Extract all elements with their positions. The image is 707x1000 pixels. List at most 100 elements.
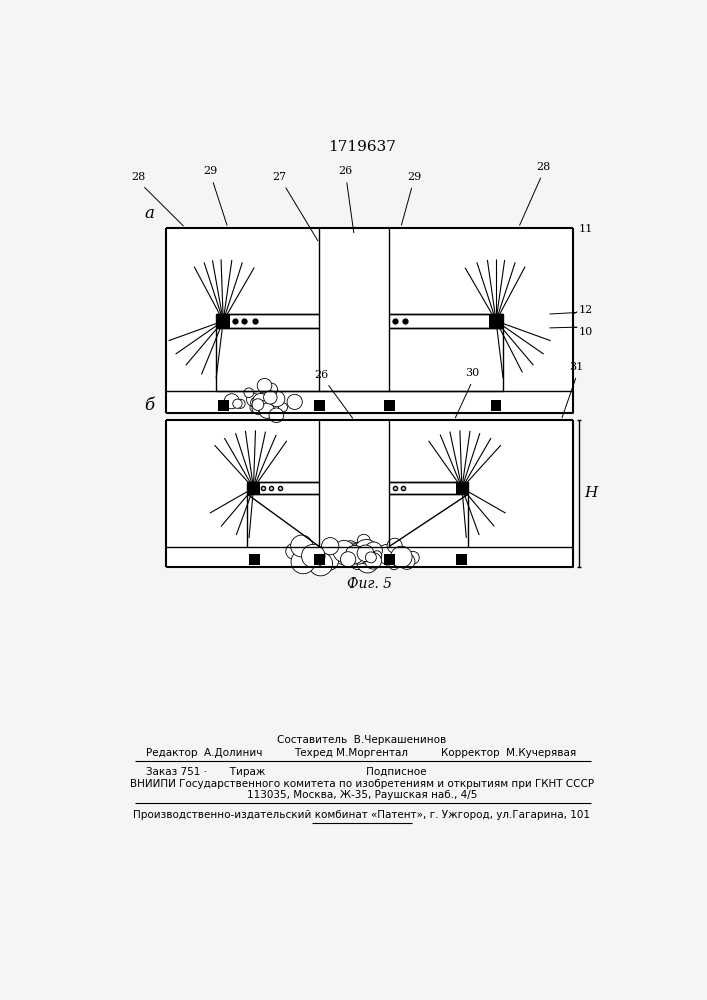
Text: 28: 28: [536, 162, 551, 172]
Circle shape: [356, 544, 377, 564]
Circle shape: [291, 535, 312, 557]
Circle shape: [264, 391, 277, 404]
Circle shape: [344, 546, 356, 558]
Circle shape: [257, 401, 272, 415]
Circle shape: [308, 552, 332, 576]
Circle shape: [224, 394, 240, 409]
Bar: [167, 229, 572, 412]
Circle shape: [269, 391, 285, 407]
Bar: [320, 228, 389, 314]
Circle shape: [346, 543, 367, 564]
Text: 29: 29: [407, 172, 421, 182]
Circle shape: [333, 542, 356, 565]
Bar: [314, 400, 325, 411]
Text: а: а: [144, 205, 154, 222]
Circle shape: [310, 555, 329, 573]
Circle shape: [260, 389, 269, 397]
Circle shape: [372, 551, 382, 561]
Circle shape: [233, 399, 242, 408]
Circle shape: [399, 553, 415, 569]
Bar: [456, 482, 468, 494]
Text: Корректор  М.Кучерявая: Корректор М.Кучерявая: [441, 748, 576, 758]
Text: Редактор  А.Долинич: Редактор А.Долинич: [146, 748, 263, 758]
Circle shape: [357, 545, 374, 562]
Bar: [166, 391, 573, 413]
Text: 28: 28: [132, 172, 146, 182]
Circle shape: [371, 549, 390, 568]
Circle shape: [346, 543, 359, 557]
Bar: [384, 554, 395, 565]
Circle shape: [265, 389, 276, 399]
Circle shape: [269, 408, 284, 423]
Circle shape: [279, 403, 288, 412]
Bar: [389, 228, 503, 314]
Bar: [468, 494, 573, 545]
Bar: [166, 228, 573, 413]
Circle shape: [393, 556, 404, 567]
Bar: [491, 400, 501, 411]
Circle shape: [250, 403, 260, 412]
Bar: [247, 482, 259, 494]
Bar: [218, 400, 228, 411]
Bar: [216, 228, 320, 314]
Bar: [166, 328, 216, 391]
Bar: [314, 554, 325, 565]
Text: б: б: [144, 397, 154, 414]
Circle shape: [259, 402, 271, 414]
Circle shape: [273, 402, 280, 409]
Bar: [216, 314, 320, 328]
Circle shape: [271, 389, 278, 396]
Circle shape: [365, 542, 382, 559]
Bar: [216, 328, 503, 391]
Bar: [320, 420, 389, 482]
Bar: [384, 400, 395, 411]
Circle shape: [366, 552, 376, 563]
Bar: [389, 482, 468, 494]
Circle shape: [291, 550, 315, 574]
Circle shape: [255, 397, 268, 410]
Bar: [489, 314, 503, 328]
Circle shape: [341, 552, 356, 567]
Text: H: H: [585, 486, 597, 500]
Bar: [166, 420, 573, 567]
Circle shape: [259, 403, 274, 418]
Circle shape: [389, 560, 399, 570]
Bar: [167, 421, 572, 566]
Bar: [389, 328, 503, 391]
Circle shape: [262, 395, 272, 405]
Circle shape: [333, 540, 355, 562]
Bar: [166, 547, 573, 567]
Circle shape: [407, 551, 419, 564]
Text: 30: 30: [465, 368, 479, 378]
Bar: [216, 328, 320, 391]
Circle shape: [257, 378, 271, 393]
Bar: [456, 554, 467, 565]
Text: 12: 12: [579, 305, 593, 315]
Text: Фиг. 5: Фиг. 5: [347, 577, 392, 591]
Circle shape: [350, 555, 365, 570]
Circle shape: [261, 405, 274, 418]
Circle shape: [354, 540, 378, 564]
Circle shape: [391, 546, 412, 568]
Circle shape: [257, 403, 265, 411]
Bar: [389, 314, 503, 328]
Circle shape: [343, 541, 358, 555]
Text: Техред М.Моргентал: Техред М.Моргентал: [293, 748, 408, 758]
Bar: [468, 420, 573, 482]
Circle shape: [357, 552, 378, 573]
Circle shape: [359, 544, 382, 566]
Circle shape: [263, 387, 279, 402]
Circle shape: [320, 551, 339, 570]
Text: 26: 26: [315, 370, 329, 380]
Circle shape: [262, 389, 271, 398]
Circle shape: [387, 538, 402, 553]
Bar: [247, 482, 320, 494]
Circle shape: [350, 547, 367, 564]
Circle shape: [286, 543, 302, 559]
Circle shape: [267, 396, 274, 404]
Circle shape: [302, 544, 325, 568]
Bar: [166, 228, 216, 314]
Circle shape: [265, 383, 278, 396]
Circle shape: [250, 397, 262, 408]
Circle shape: [236, 399, 245, 408]
